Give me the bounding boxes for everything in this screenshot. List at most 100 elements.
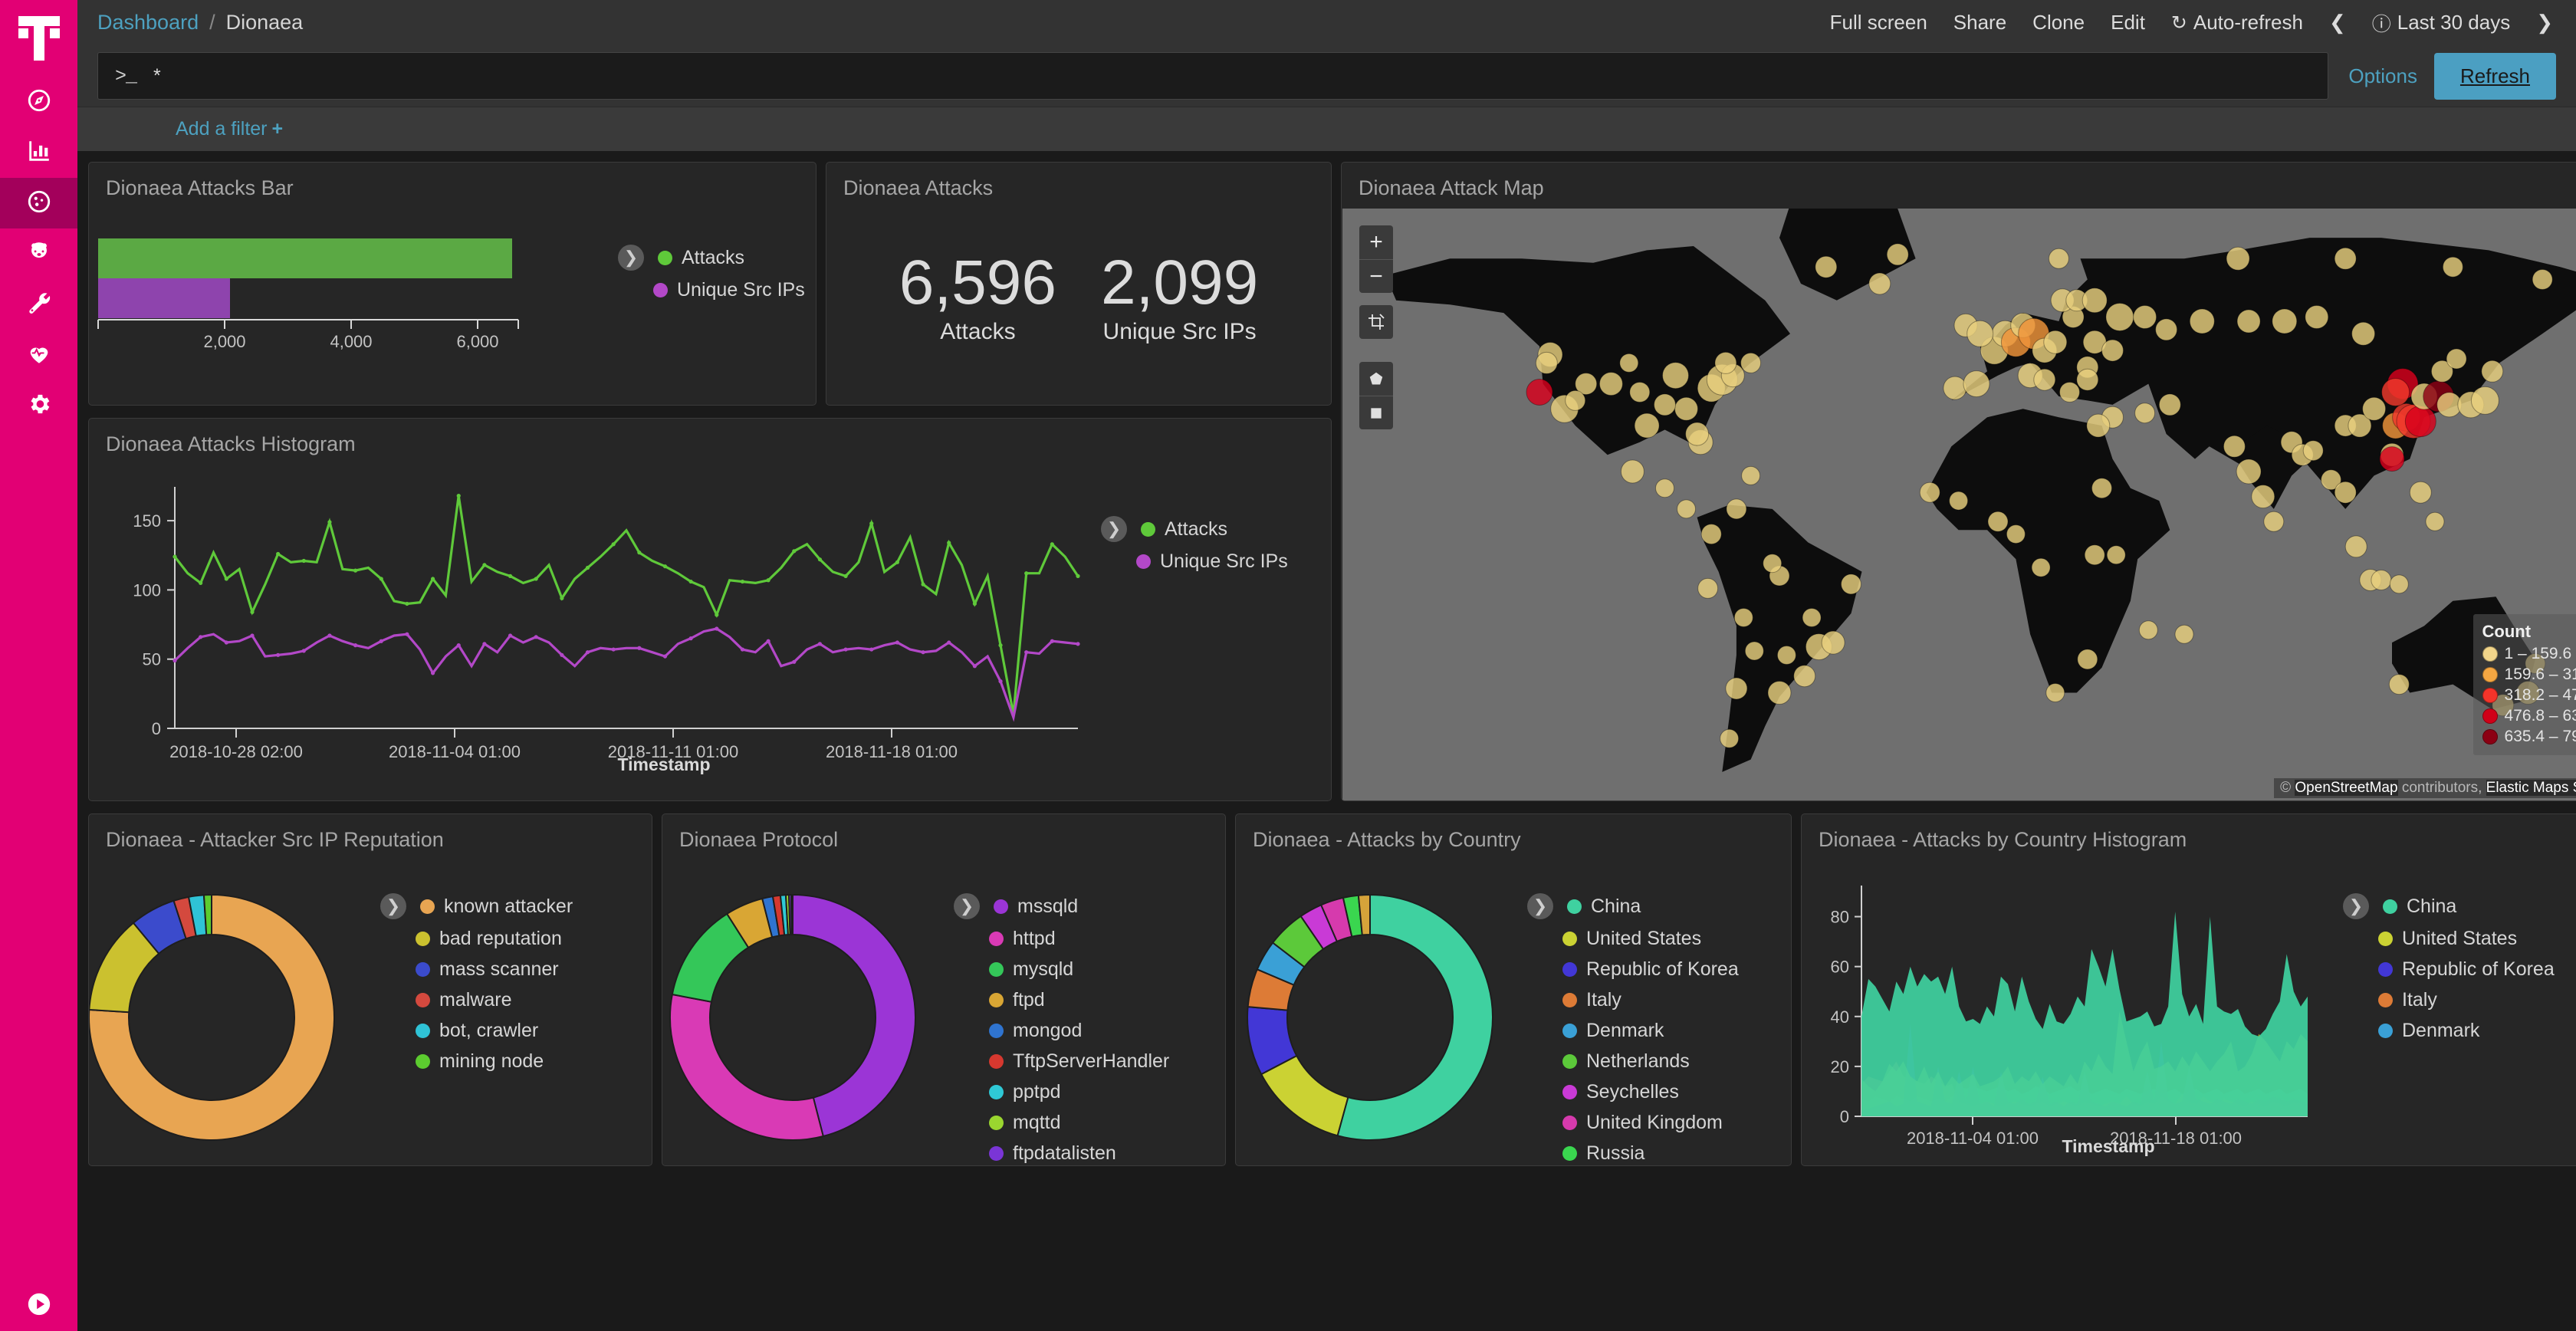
edit-button[interactable]: Edit: [2111, 11, 2145, 34]
legend-item[interactable]: httpd: [954, 928, 1169, 950]
by-country-histogram-chart[interactable]: 0 20 40 60 80 2018-11-04 01:00 2018-11-18 01:0…: [1802, 852, 2576, 1162]
legend-item[interactable]: Denmark: [2343, 1020, 2555, 1042]
svg-text:2018-11-18 01:00: 2018-11-18 01:00: [2110, 1129, 2242, 1148]
legend-color-italy: [2378, 993, 2393, 1007]
zoom-out-button[interactable]: −: [1359, 259, 1393, 293]
add-filter-button[interactable]: Add a filter +: [176, 118, 283, 140]
map-attribution: © OpenStreetMap contributors, Elastic Ma…: [2274, 778, 2576, 798]
time-next-button[interactable]: ❯: [2536, 11, 2553, 34]
attribution-osm-link[interactable]: OpenStreetMap: [2295, 780, 2398, 796]
options-button[interactable]: Options: [2348, 64, 2417, 87]
sidebar-item-dashboard[interactable]: [0, 178, 77, 228]
legend-item[interactable]: bad reputation: [380, 928, 573, 950]
legend-item[interactable]: United States: [2343, 928, 2555, 950]
metric-attacks[interactable]: 6,596 Attacks: [899, 251, 1056, 345]
legend-item[interactable]: Netherlands: [1527, 1050, 1739, 1073]
line-attacks[interactable]: [173, 495, 1079, 715]
legend-item[interactable]: ❯ China: [1527, 893, 1739, 919]
legend-expand-icon[interactable]: ❯: [1101, 516, 1127, 542]
legend-item[interactable]: Seychelles: [1527, 1081, 1739, 1103]
time-prev-button[interactable]: ❮: [2328, 11, 2346, 34]
legend-color-republic-of-korea: [2378, 962, 2393, 977]
legend-color-china: [2383, 899, 2397, 914]
legend-item[interactable]: ❯ known attacker: [380, 893, 573, 919]
attacks-bar-chart[interactable]: 2,000 4,000 6,000 ❯ Attacks Unique Src I…: [89, 200, 816, 402]
legend-label-attacks: Attacks: [682, 246, 744, 268]
legend-item[interactable]: mysqld: [954, 958, 1169, 981]
legend-expand-icon[interactable]: ❯: [1527, 893, 1553, 919]
legend-item[interactable]: ❯ mssqld: [954, 893, 1169, 919]
legend-item[interactable]: mass scanner: [380, 958, 573, 981]
sidebar-collapse-toggle[interactable]: [0, 1280, 77, 1331]
line-unique-src-ips[interactable]: [173, 627, 1079, 722]
draw-rectangle-icon[interactable]: [1359, 396, 1393, 429]
legend-label: United States: [1586, 928, 1702, 949]
legend-item[interactable]: Republic of Korea: [2343, 958, 2555, 981]
legend-expand-icon[interactable]: ❯: [380, 893, 406, 919]
panel-attacks-bar: Dionaea Attacks Bar 2,000 4,000 6,000: [88, 162, 816, 406]
legend-item[interactable]: mqttd: [954, 1112, 1169, 1134]
legend-item[interactable]: Unique Src IPs: [1101, 550, 1288, 573]
search-input[interactable]: >_ *: [97, 52, 2329, 100]
auto-refresh-button[interactable]: ↻ Auto-refresh: [2171, 11, 2303, 35]
full-screen-button[interactable]: Full screen: [1829, 11, 1927, 34]
legend-color-unique-src-ips: [653, 283, 668, 297]
legend-item[interactable]: Italy: [1527, 989, 1739, 1011]
sidebar-item-monitoring[interactable]: [0, 330, 77, 380]
zoom-in-button[interactable]: +: [1369, 229, 1383, 255]
draw-polygon-icon[interactable]: [1359, 362, 1393, 396]
legend-item[interactable]: ❯ Attacks: [1101, 516, 1288, 542]
legend-item[interactable]: mongod: [954, 1020, 1169, 1042]
legend-label: Seychelles: [1586, 1081, 1679, 1103]
legend-item[interactable]: Denmark: [1527, 1020, 1739, 1042]
breadcrumb-dashboard[interactable]: Dashboard: [97, 11, 199, 34]
legend-item[interactable]: ftpdatalisten: [954, 1142, 1169, 1165]
legend-item[interactable]: United States: [1527, 928, 1739, 950]
map-legend-swatch: [2482, 667, 2498, 682]
legend-item[interactable]: United Kingdom: [1527, 1112, 1739, 1134]
legend-item[interactable]: Unique Src IPs: [618, 279, 805, 301]
legend-item[interactable]: bot, crawler: [380, 1020, 573, 1042]
legend-expand-icon[interactable]: ❯: [954, 893, 980, 919]
legend-expand-icon[interactable]: ❯: [618, 245, 644, 271]
legend-item[interactable]: ❯ Attacks: [618, 245, 805, 271]
time-range-button[interactable]: ⓘ Last 30 days: [2372, 9, 2510, 37]
dashboard-icon: [26, 189, 52, 219]
play-circle-icon: [26, 1291, 52, 1321]
legend-item[interactable]: Russia: [1527, 1142, 1739, 1165]
metric-unique-src-ips[interactable]: 2,099 Unique Src IPs: [1101, 251, 1258, 345]
telekom-logo[interactable]: [0, 0, 77, 77]
attacks-histogram-chart[interactable]: 0 50 100 150 2018-10-28 02:00 2018-11-04 01:0…: [89, 456, 1331, 797]
bar-attacks[interactable]: [98, 238, 512, 278]
country-area-svg: 0 20 40 60 80 2018-11-04 01:00 2018-11-18 01:0…: [1831, 886, 2308, 1156]
refresh-button[interactable]: Refresh: [2433, 52, 2556, 100]
legend-item[interactable]: Republic of Korea: [1527, 958, 1739, 981]
attribution-ems-link[interactable]: Elastic Maps Service: [2486, 780, 2576, 796]
svg-text:50: 50: [143, 650, 161, 669]
legend-item[interactable]: mining node: [380, 1050, 573, 1073]
fit-bounds-icon[interactable]: [1359, 305, 1393, 339]
query-row: >_ * Options Refresh: [77, 45, 2576, 107]
legend-item[interactable]: TftpServerHandler: [954, 1050, 1169, 1073]
legend-color-mysqld: [989, 962, 1004, 977]
legend-item[interactable]: pptpd: [954, 1081, 1169, 1103]
legend-item[interactable]: ftpd: [954, 989, 1169, 1011]
sidebar-item-dev-tools[interactable]: [0, 279, 77, 330]
share-button[interactable]: Share: [1953, 11, 2007, 34]
legend-item[interactable]: Italy: [2343, 989, 2555, 1011]
legend-expand-icon[interactable]: ❯: [2343, 893, 2369, 919]
legend-label: Denmark: [1586, 1020, 1664, 1041]
filter-bar: Add a filter +: [77, 107, 2576, 151]
bear-icon: [26, 239, 52, 269]
map-canvas[interactable]: + −: [1342, 209, 2576, 800]
sidebar-item-management[interactable]: [0, 380, 77, 431]
legend-label: United Kingdom: [1586, 1112, 1723, 1133]
bar-unique-src-ips[interactable]: [98, 278, 230, 318]
sidebar-item-discover[interactable]: [0, 77, 77, 127]
sidebar-item-visualize[interactable]: [0, 127, 77, 178]
sidebar-item-canvas[interactable]: [0, 228, 77, 279]
legend-item[interactable]: malware: [380, 989, 573, 1011]
legend-item[interactable]: ❯ China: [2343, 893, 2555, 919]
legend: ❯ China United States Republic of Korea: [2343, 893, 2555, 1042]
clone-button[interactable]: Clone: [2032, 11, 2085, 34]
